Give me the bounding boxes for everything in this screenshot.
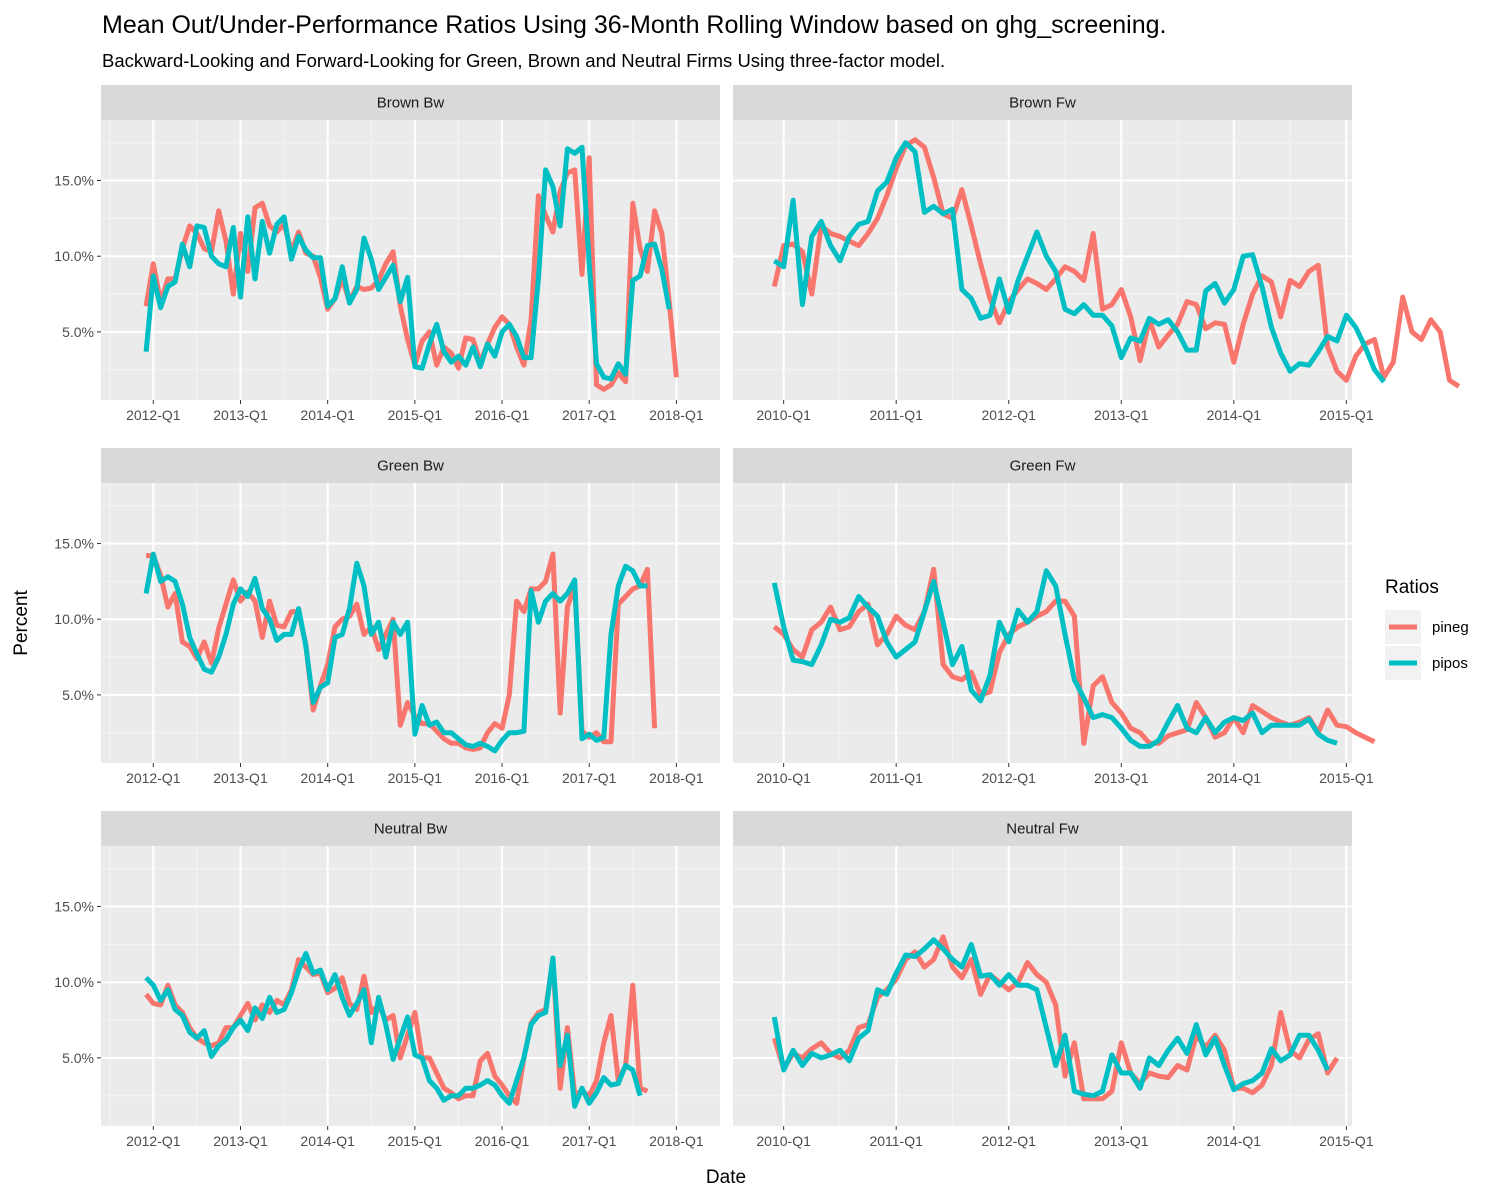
- series-line-pineg: [146, 551, 658, 752]
- x-tick-label: 2012-Q1: [126, 407, 181, 423]
- y-tick-label: 5.0%: [62, 324, 94, 340]
- y-tick-label: 10.0%: [54, 248, 94, 264]
- x-tick-label: 2017-Q1: [562, 1133, 617, 1149]
- x-tick-label: 2011-Q1: [869, 1133, 923, 1149]
- x-tick-label: 2016-Q1: [475, 1133, 530, 1149]
- y-tick-label: 15.0%: [54, 173, 94, 189]
- x-tick-label: 2016-Q1: [475, 407, 530, 423]
- strip-neutral-bw: [101, 811, 720, 846]
- x-tick-label: 2015-Q1: [388, 407, 443, 423]
- x-tick-label: 2013-Q1: [1094, 1133, 1149, 1149]
- x-tick-label: 2010-Q1: [756, 407, 811, 423]
- x-tick-label: 2012-Q1: [126, 770, 181, 786]
- legend-label-pineg: pineg: [1432, 619, 1469, 636]
- y-axis-title: Percent: [11, 590, 32, 656]
- panel-neutral-fw: Neutral Fw 2010-Q1 2011-Q1 2012-Q1 2013-Q1 20…: [733, 811, 1374, 1149]
- panel-green-fw: Green Fw 2010-Q1 2011-Q1 2012-Q1 2013-Q1 2014…: [733, 448, 1376, 786]
- strip-label-green-fw: Green Fw: [1010, 458, 1076, 475]
- legend: Ratios pineg pipos: [1385, 577, 1469, 680]
- x-tick-label: 2013-Q1: [213, 407, 268, 423]
- x-tick-label: 2013-Q1: [1094, 770, 1149, 786]
- x-tick-label: 2012-Q1: [981, 1133, 1036, 1149]
- series-line-pipos: [771, 568, 1338, 749]
- x-tick-label: 2013-Q1: [213, 1133, 268, 1149]
- x-tick-label: 2015-Q1: [388, 1133, 443, 1149]
- x-tick-label: 2014-Q1: [1207, 1133, 1262, 1149]
- panel-brown-fw: Brown Fw 2010-Q1 2011-Q1 2012-Q1 2013-Q1 2014…: [733, 85, 1461, 423]
- y-tick-label: 10.0%: [54, 974, 94, 990]
- strip-green-fw: [733, 448, 1352, 483]
- x-tick-label: 2010-Q1: [756, 770, 811, 786]
- facet-panels: Brown Bw 5.0% 10.0% 15.0% 2012-Q1 2013-Q1 2014…: [54, 85, 1461, 1149]
- x-tick-label: 2011-Q1: [869, 407, 923, 423]
- x-tick-label: 2015-Q1: [388, 770, 443, 786]
- strip-brown-fw: [733, 85, 1352, 120]
- panel-brown-bw: Brown Bw 5.0% 10.0% 15.0% 2012-Q1 2013-Q1 2014…: [54, 85, 720, 423]
- y-tick-label: 15.0%: [54, 536, 94, 552]
- x-tick-label: 2011-Q1: [869, 770, 923, 786]
- legend-title: Ratios: [1385, 577, 1439, 598]
- x-tick-label: 2013-Q1: [213, 770, 268, 786]
- x-tick-label: 2018-Q1: [649, 1133, 704, 1149]
- panel-neutral-bw: Neutral Bw 5.0% 10.0% 15.0% 2012-Q1 2013-Q1 20…: [54, 811, 720, 1149]
- strip-label-neutral-fw: Neutral Fw: [1006, 821, 1079, 838]
- legend-label-pipos: pipos: [1432, 655, 1468, 672]
- strip-brown-bw: [101, 85, 720, 120]
- x-tick-label: 2018-Q1: [649, 407, 704, 423]
- strip-label-brown-fw: Brown Fw: [1009, 95, 1076, 112]
- x-tick-label: 2015-Q1: [1319, 770, 1374, 786]
- x-tick-label: 2017-Q1: [562, 770, 617, 786]
- strip-green-bw: [101, 448, 720, 483]
- strip-label-green-bw: Green Bw: [377, 458, 444, 475]
- x-tick-label: 2014-Q1: [1207, 407, 1262, 423]
- chart-title: Mean Out/Under-Performance Ratios Using …: [102, 11, 1166, 39]
- panel-bg-brown-fw: [733, 120, 1352, 400]
- series-line-pipos: [144, 951, 643, 1109]
- x-tick-label: 2010-Q1: [756, 1133, 811, 1149]
- panel-bg-green-bw: [101, 483, 720, 763]
- x-tick-label: 2013-Q1: [1094, 407, 1149, 423]
- panel-bg-neutral-fw: [733, 846, 1352, 1126]
- panel-bg-neutral-bw: [101, 846, 720, 1126]
- x-tick-label: 2012-Q1: [126, 1133, 181, 1149]
- y-tick-label: 5.0%: [62, 687, 94, 703]
- x-tick-label: 2015-Q1: [1319, 407, 1374, 423]
- series-line-pipos: [772, 140, 1386, 384]
- x-tick-label: 2014-Q1: [1207, 770, 1262, 786]
- x-tick-label: 2018-Q1: [649, 770, 704, 786]
- x-tick-label: 2012-Q1: [981, 407, 1036, 423]
- x-tick-label: 2016-Q1: [475, 770, 530, 786]
- series-line-pipos: [143, 551, 648, 754]
- x-tick-label: 2014-Q1: [300, 1133, 355, 1149]
- strip-label-neutral-bw: Neutral Bw: [374, 821, 448, 838]
- panel-green-bw: Green Bw 5.0% 10.0% 15.0% 2012-Q1 2013-Q1 2014…: [54, 448, 720, 786]
- series-line-pipos: [143, 144, 672, 382]
- y-tick-label: 10.0%: [54, 611, 94, 627]
- x-tick-label: 2014-Q1: [300, 407, 355, 423]
- chart-subtitle: Backward-Looking and Forward-Looking for…: [102, 50, 945, 71]
- y-tick-label: 15.0%: [54, 899, 94, 915]
- x-tick-label: 2017-Q1: [562, 407, 617, 423]
- x-axis-title: Date: [706, 1167, 746, 1188]
- x-tick-label: 2012-Q1: [981, 770, 1036, 786]
- series-line-pineg: [772, 566, 1376, 746]
- x-tick-label: 2014-Q1: [300, 770, 355, 786]
- x-tick-label: 2015-Q1: [1319, 1133, 1374, 1149]
- series-line-pineg: [771, 137, 1461, 389]
- series-line-pipos: [771, 937, 1330, 1099]
- strip-neutral-fw: [733, 811, 1352, 846]
- strip-label-brown-bw: Brown Bw: [377, 95, 445, 112]
- y-tick-label: 5.0%: [62, 1050, 94, 1066]
